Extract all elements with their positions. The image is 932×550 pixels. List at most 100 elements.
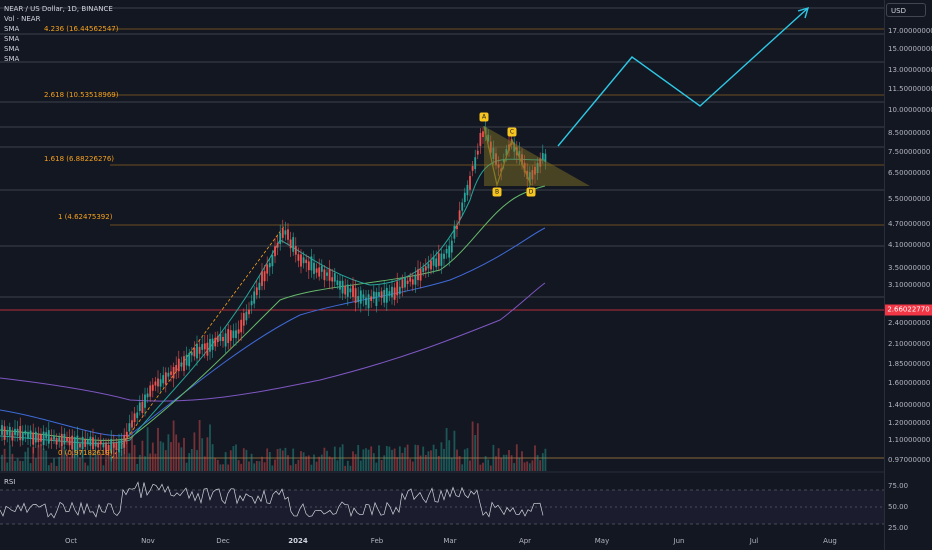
volume-bar: [284, 447, 287, 471]
candle-body: [263, 271, 266, 282]
volume-bar: [112, 444, 115, 471]
symbol-title[interactable]: NEAR / US Dollar, 1D, BINANCE: [4, 5, 113, 13]
price-tick: 0.97000000: [888, 456, 931, 464]
candle-body: [336, 280, 339, 286]
volume-bar: [144, 456, 146, 471]
candle-body: [518, 151, 521, 159]
pattern-point-c[interactable]: C: [507, 127, 517, 137]
candle-body: [445, 248, 448, 254]
volume-bar: [237, 460, 240, 471]
candle-body: [123, 434, 126, 448]
price-tick: 1.85000000: [888, 360, 931, 368]
candle-body: [505, 149, 508, 156]
candle-body: [146, 393, 149, 398]
volume-bar: [105, 459, 107, 471]
candle-body: [424, 266, 427, 271]
price-tick: 1.10000000: [888, 436, 931, 444]
volume-bar: [162, 442, 165, 471]
volume-bar: [73, 450, 76, 471]
date-tick: Nov: [141, 537, 155, 545]
date-tick: 2024: [288, 537, 308, 545]
candle-body: [144, 394, 146, 408]
volume-bar: [424, 455, 427, 471]
pattern-point-a[interactable]: A: [479, 112, 489, 122]
volume-bar: [495, 456, 497, 471]
price-axis[interactable]: [884, 0, 932, 550]
volume-bar: [40, 444, 42, 471]
volume-bar: [8, 444, 11, 471]
volume-bar: [120, 449, 123, 471]
candle-body: [458, 210, 461, 221]
volume-bar: [544, 448, 547, 471]
volume-bar: [536, 455, 539, 471]
volume-bar: [362, 449, 365, 471]
candle-body: [492, 147, 495, 160]
candle-body: [398, 286, 401, 295]
candle-body: [354, 288, 357, 303]
volume-bar: [1, 454, 3, 471]
candle-body: [513, 142, 516, 152]
sma-indicator-label[interactable]: SMA: [4, 45, 20, 53]
volume-bar: [188, 453, 191, 471]
candle-body: [149, 385, 152, 397]
volume-bar: [81, 450, 84, 471]
indicator-legend: NEAR / US Dollar, 1D, BINANCE Vol · NEAR…: [4, 4, 113, 64]
candle-body: [461, 202, 464, 211]
candle-body: [453, 225, 456, 239]
volume-bar: [466, 448, 469, 471]
sma-indicator-label[interactable]: SMA: [4, 55, 20, 63]
candle-body: [339, 280, 341, 290]
candle-body: [297, 254, 300, 261]
candle-body: [115, 442, 118, 451]
candle-body: [198, 346, 201, 354]
candle-body: [110, 438, 113, 454]
candle-body: [157, 378, 159, 387]
pattern-point-d[interactable]: D: [526, 187, 536, 197]
sma-line: [0, 185, 546, 441]
volume-bar: [313, 454, 315, 471]
candle-body: [63, 433, 66, 445]
pattern-point-b[interactable]: B: [492, 187, 502, 197]
candle-body: [300, 254, 302, 267]
candle-body: [271, 255, 274, 267]
candle-body: [131, 420, 133, 428]
volume-bar: [14, 460, 16, 471]
candle-body: [448, 245, 451, 258]
volume-bar: [250, 453, 253, 471]
candle-body: [414, 274, 417, 285]
volume-bar: [16, 458, 19, 471]
volume-bar: [138, 454, 141, 471]
volume-bar: [357, 445, 360, 471]
price-tick: 15.00000000: [888, 45, 932, 53]
candle-body: [318, 267, 321, 277]
volume-indicator-label[interactable]: Vol · NEAR: [4, 15, 41, 23]
sma-indicator-label[interactable]: SMA: [4, 35, 20, 43]
volume-bar: [27, 447, 29, 471]
price-tick: 8.50000000: [888, 129, 931, 137]
currency-selector[interactable]: USD: [886, 3, 926, 17]
horizontal-levels: [0, 7, 884, 473]
candle-body: [349, 288, 352, 293]
candle-body: [302, 257, 305, 264]
volume-bar: [196, 450, 198, 471]
candle-body: [331, 277, 334, 282]
rsi-label[interactable]: RSI: [4, 478, 16, 486]
candle-body: [242, 313, 245, 326]
volume-bar: [328, 456, 331, 471]
volume-bar: [528, 463, 531, 471]
volume-bar: [268, 451, 271, 471]
volume-bar: [177, 442, 180, 471]
candle-body: [89, 436, 92, 446]
sma-indicator-label[interactable]: SMA: [4, 25, 20, 33]
candle-body: [385, 287, 388, 303]
candle-body: [476, 150, 479, 155]
candle-body: [261, 271, 263, 286]
candle-body: [21, 432, 24, 441]
candle-body: [172, 367, 175, 379]
volume-bar: [258, 461, 261, 471]
volume-bar: [115, 452, 118, 471]
candle-body: [32, 432, 35, 445]
volume-bar: [289, 465, 292, 471]
candle-body: [216, 336, 219, 343]
